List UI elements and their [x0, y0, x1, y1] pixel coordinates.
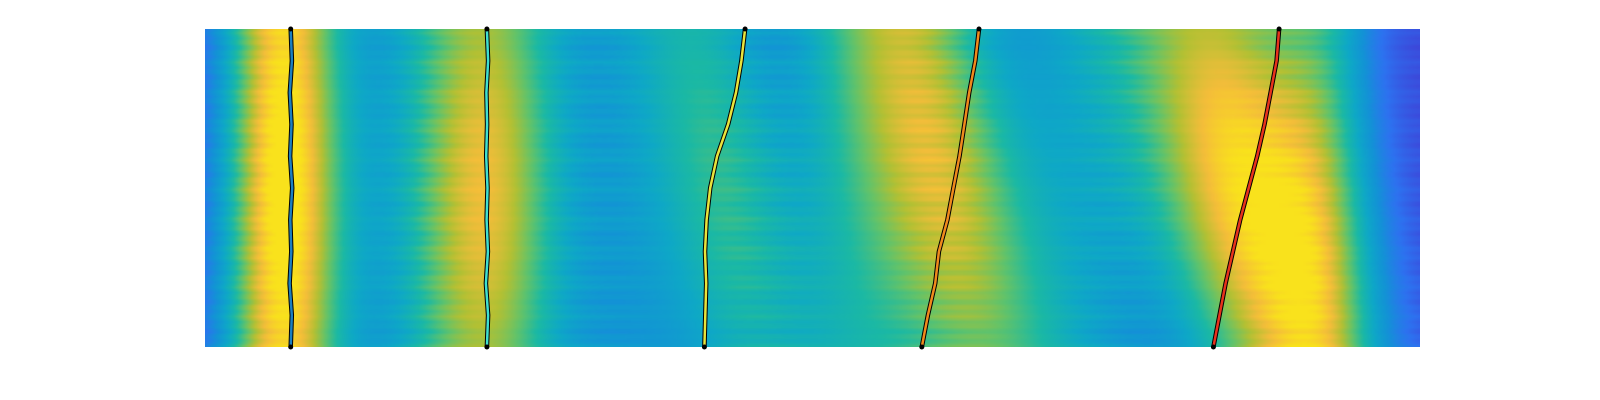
ridge-line-4-bottom-point	[919, 344, 925, 350]
ridge-line-5-bottom-point	[1210, 344, 1216, 350]
ridge-line-5	[1212, 28, 1281, 348]
ridge-line-2	[484, 28, 490, 348]
ridge-line-3-bottom-point	[701, 344, 707, 350]
ridge-line-3-top-point	[742, 26, 748, 32]
ridge-line-1-top-point	[288, 26, 294, 32]
ridge-line-4	[920, 28, 981, 348]
ridge-line-1	[288, 28, 294, 348]
ridge-line-1-bottom-point	[288, 344, 294, 350]
ridge-line-4-top-point	[976, 26, 982, 32]
ridge-line-2-top-point	[484, 26, 490, 32]
plot-area	[205, 26, 1420, 350]
heatmap-image	[205, 29, 1420, 347]
ridge-line-2-bottom-point	[484, 344, 490, 350]
ridge-line-3	[703, 28, 747, 348]
ridge-lines	[287, 26, 1282, 350]
ridge-line-5-top-point	[1276, 26, 1282, 32]
